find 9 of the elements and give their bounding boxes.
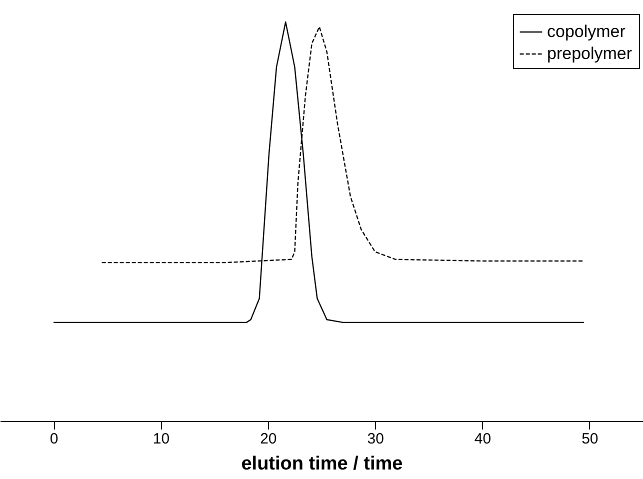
- legend-label: copolymer: [547, 22, 626, 41]
- x-tick-label: 0: [50, 430, 58, 448]
- legend-label: prepolymer: [547, 44, 632, 63]
- x-tick-label: 30: [367, 430, 384, 448]
- x-axis-title: elution time / time: [241, 454, 403, 474]
- x-tick-label: 40: [474, 430, 492, 448]
- x-tick-label: 10: [152, 430, 170, 448]
- x-tick-label: 50: [582, 430, 598, 448]
- x-tick-label: 20: [260, 430, 277, 448]
